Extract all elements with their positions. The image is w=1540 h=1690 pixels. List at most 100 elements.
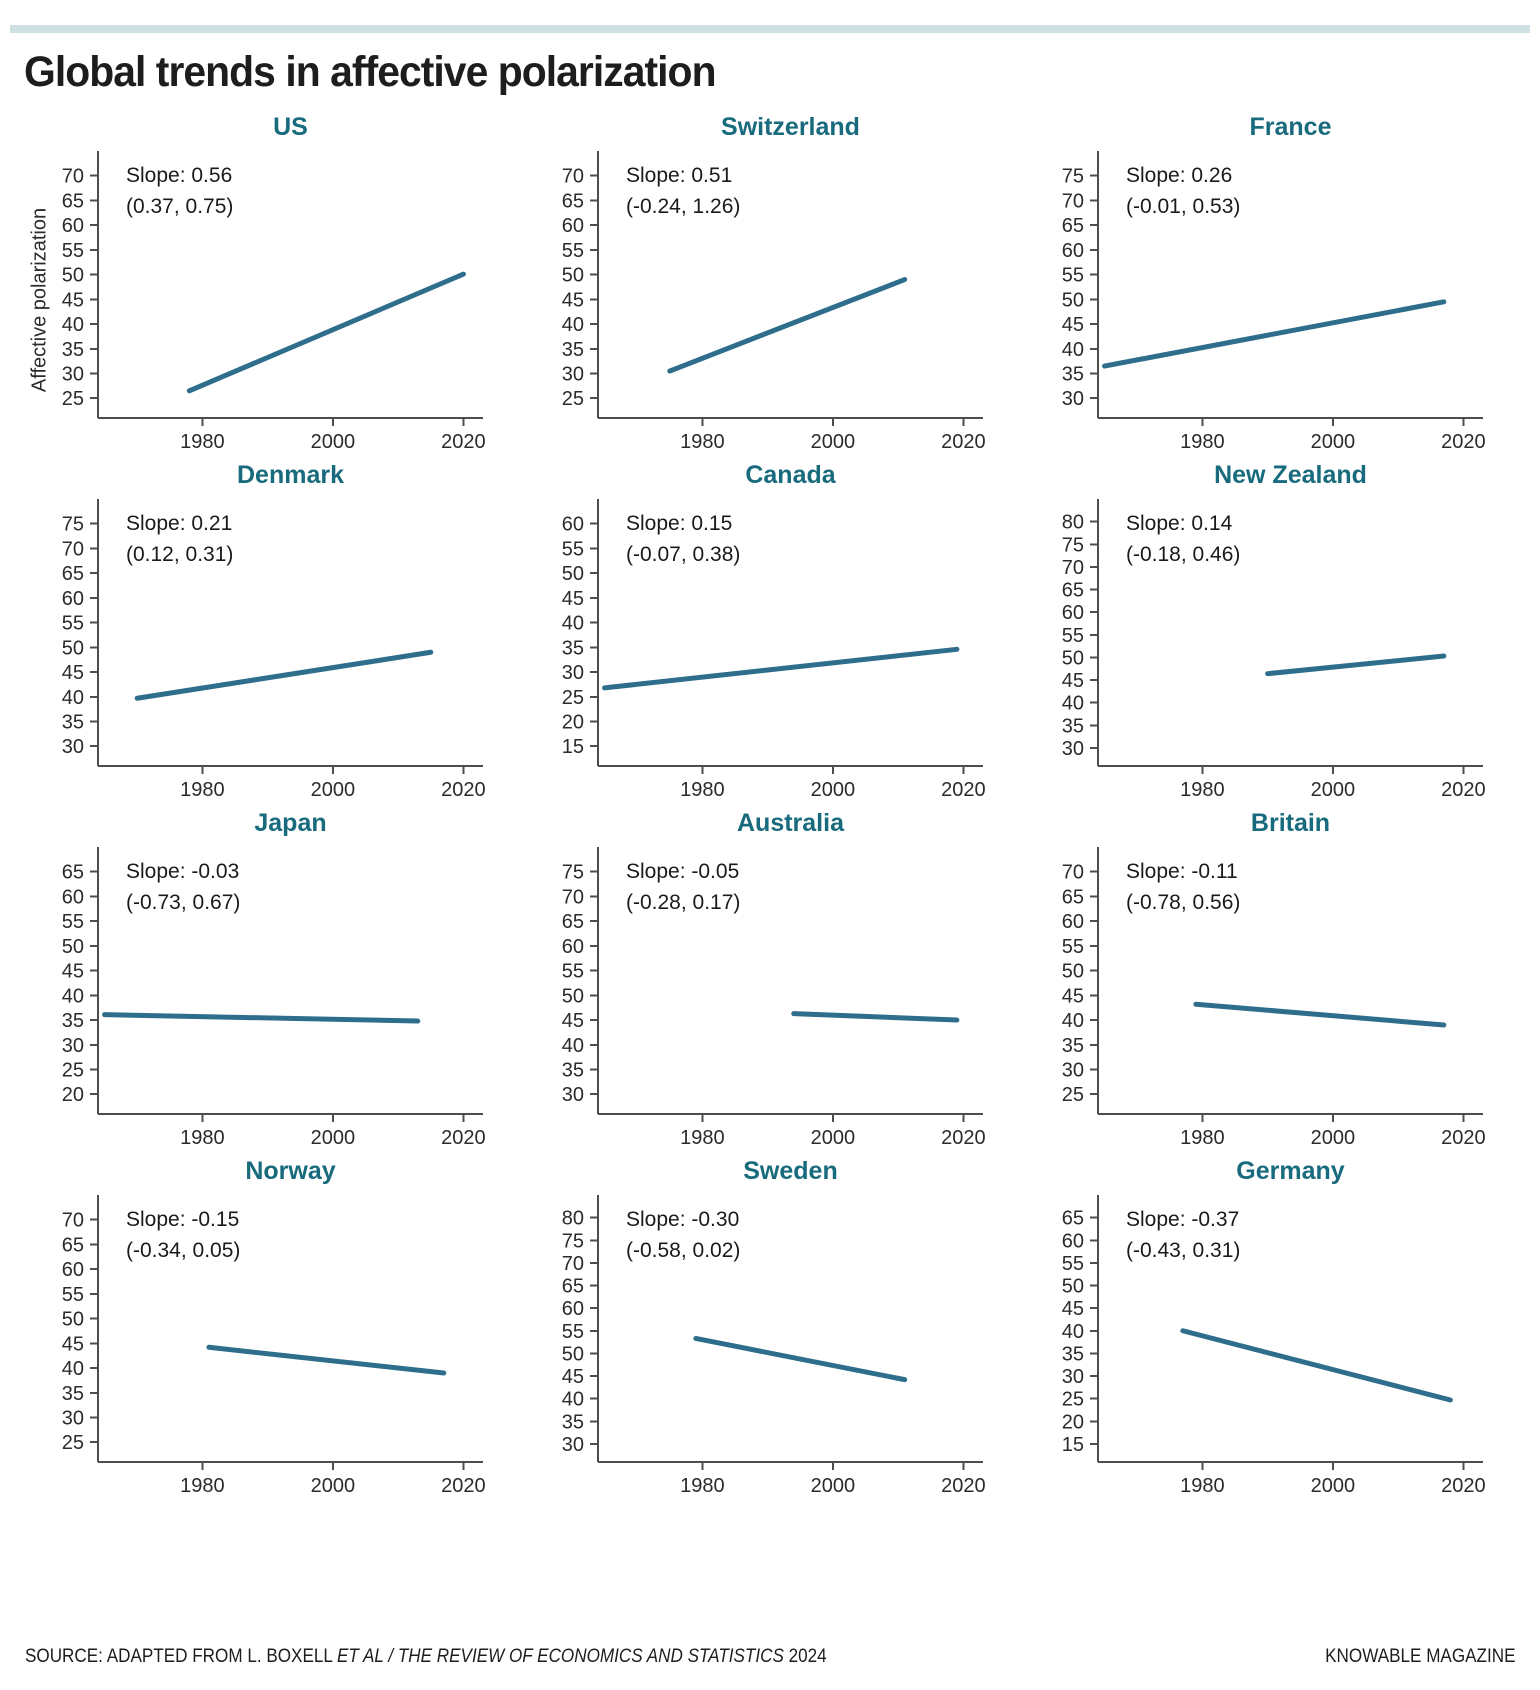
y-tick-label: 75: [1062, 534, 1084, 556]
trend-line: [1102, 299, 1447, 369]
y-tick-label: 75: [62, 514, 84, 536]
x-tick-label: 2020: [1441, 779, 1486, 801]
y-tick-label: 30: [62, 736, 84, 758]
x-tick-label: 2000: [811, 1475, 856, 1497]
slope-label: Slope: 0.21: [126, 512, 232, 535]
x-tick-label: 2020: [941, 431, 986, 453]
y-tick-label: 45: [562, 588, 584, 610]
x-tick-label: 2000: [1311, 779, 1356, 801]
chart-panel: Germany 15 20 25 30 35 40 45 50 55 60 65 1980 2000 202…: [1014, 1156, 1514, 1504]
y-tick-label: 70: [1062, 190, 1084, 212]
y-tick-label: 50: [1062, 647, 1084, 669]
x-tick-label: 2020: [441, 431, 486, 453]
y-tick-label: 70: [562, 886, 584, 908]
y-tick-label: 35: [1062, 715, 1084, 737]
trend-line: [102, 1012, 421, 1024]
y-tick-label: 45: [1062, 314, 1084, 336]
chart-panel: Denmark 30 35 40 45 50 55 60 65 70 75 1980 2000 2020 S…: [14, 460, 514, 808]
chart-panel: Sweden 30 35 40 45 50 55 60 65 70 75 80 1980 2000 2020…: [514, 1156, 1014, 1504]
y-tick-label: 35: [62, 1010, 84, 1032]
footer: SOURCE: ADAPTED FROM L. BOXELL ET AL / T…: [25, 1646, 1515, 1668]
y-tick-label: 35: [562, 1411, 584, 1433]
y-tick-label: 35: [1062, 1035, 1084, 1057]
y-tick-label: 70: [562, 1253, 584, 1275]
trend-line: [1193, 1001, 1447, 1028]
x-tick-label: 2000: [311, 1127, 356, 1149]
panel-title: New Zealand: [1214, 461, 1367, 489]
y-tick-label: 55: [62, 613, 84, 635]
y-tick-label: 50: [62, 1309, 84, 1331]
panel-grid: US 25 30 35 40 45 50 55 60 65 70 1980 2000 2020 Slope:…: [14, 112, 1514, 1504]
trend-line: [693, 1335, 908, 1383]
y-tick-label: 45: [1062, 985, 1084, 1007]
y-tick-label: 45: [1062, 670, 1084, 692]
y-tick-label: 75: [562, 1230, 584, 1252]
y-tick-label: 65: [562, 1276, 584, 1298]
y-tick-label: 70: [1062, 557, 1084, 579]
y-tick-label: 25: [562, 687, 584, 709]
y-tick-label: 55: [62, 1284, 84, 1306]
x-tick-label: 1980: [680, 431, 725, 453]
y-tick-label: 55: [1062, 936, 1084, 958]
y-tick-label: 50: [62, 265, 84, 287]
slope-label: Slope: -0.05: [626, 860, 739, 883]
x-tick-label: 2000: [811, 779, 856, 801]
y-tick-label: 45: [1062, 1298, 1084, 1320]
chart-panel: Britain 25 30 35 40 45 50 55 60 65 70 1980 2000 2020 S…: [1014, 808, 1514, 1156]
y-tick-label: 35: [562, 637, 584, 659]
y-tick-label: 35: [62, 339, 84, 361]
slope-label: Slope: 0.51: [626, 164, 732, 187]
slope-label: Slope: 0.26: [1126, 164, 1232, 187]
trend-line: [791, 1011, 960, 1023]
y-tick-label: 55: [562, 538, 584, 560]
y-tick-label: 25: [62, 388, 84, 410]
trend-line: [134, 649, 434, 701]
y-tick-label: 40: [562, 1389, 584, 1411]
y-tick-label: 50: [1062, 289, 1084, 311]
y-tick-label: 35: [562, 1060, 584, 1082]
y-tick-label: 30: [1062, 1366, 1084, 1388]
y-tick-label: 60: [62, 1259, 84, 1281]
chart-panel: Canada 15 20 25 30 35 40 45 50 55 60 1980 2000 2020 Sl…: [514, 460, 1014, 808]
y-tick-label: 70: [62, 166, 84, 188]
y-tick-label: 60: [1062, 240, 1084, 262]
ci-label: (-0.78, 0.56): [1126, 891, 1240, 914]
y-tick-label: 65: [1062, 215, 1084, 237]
y-tick-label: 40: [1062, 1010, 1084, 1032]
y-tick-label: 55: [562, 961, 584, 983]
y-tick-label: 15: [562, 736, 584, 758]
y-tick-label: 80: [1062, 512, 1084, 534]
x-tick-label: 2020: [1441, 1475, 1486, 1497]
y-tick-label: 55: [62, 240, 84, 262]
y-tick-label: 40: [62, 687, 84, 709]
y-tick-label: 45: [562, 1010, 584, 1032]
y-tick-label: 65: [62, 190, 84, 212]
y-tick-label: 35: [62, 1383, 84, 1405]
y-tick-label: 65: [1062, 886, 1084, 908]
panel-title: Denmark: [237, 461, 344, 489]
trend-line: [667, 277, 908, 374]
panel-title: Australia: [737, 809, 844, 837]
ci-label: (-0.43, 0.31): [1126, 1239, 1240, 1262]
y-tick-label: 75: [562, 862, 584, 884]
panel-title: Japan: [254, 809, 327, 837]
y-tick-label: 50: [62, 637, 84, 659]
panel-title: Britain: [1250, 809, 1331, 837]
source-text: SOURCE: ADAPTED FROM L. BOXELL: [25, 1646, 338, 1667]
x-tick-label: 1980: [680, 1475, 725, 1497]
x-tick-label: 2020: [441, 1475, 486, 1497]
x-tick-label: 1980: [680, 1127, 725, 1149]
chart-panel: Japan 20 25 30 35 40 45 50 55 60 65 1980 2000 2020 Slo…: [14, 808, 514, 1156]
y-tick-label: 40: [1062, 339, 1084, 361]
panel-title: Canada: [745, 461, 836, 489]
x-tick-label: 2000: [811, 1127, 856, 1149]
x-tick-label: 2020: [1441, 1127, 1486, 1149]
y-tick-label: 55: [562, 1321, 584, 1343]
